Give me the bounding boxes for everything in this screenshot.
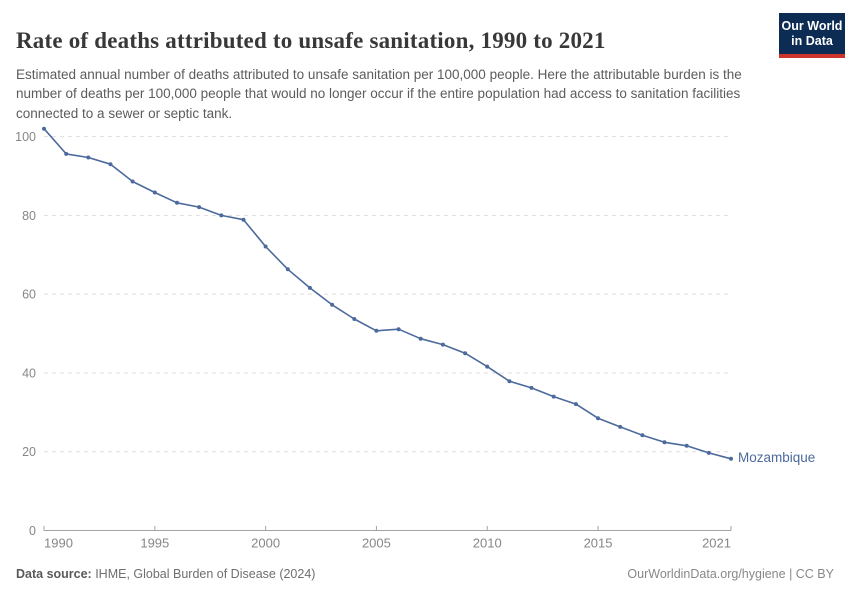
y-tick-label: 80 [22, 209, 36, 223]
owid-logo-line2: in Data [791, 33, 833, 48]
data-source-label: Data source: [16, 567, 92, 581]
entity-label: Mozambique [738, 449, 816, 465]
data-point[interactable] [529, 385, 534, 390]
data-source: Data source: IHME, Global Burden of Dise… [16, 567, 315, 581]
data-point[interactable] [152, 190, 157, 195]
data-point[interactable] [440, 342, 445, 347]
data-point[interactable] [307, 285, 312, 290]
data-point[interactable] [241, 217, 246, 222]
page-title: Rate of deaths attributed to unsafe sani… [16, 28, 606, 54]
data-line [43, 127, 732, 460]
data-point[interactable] [640, 433, 645, 438]
data-point[interactable] [64, 151, 69, 156]
data-point[interactable] [729, 456, 733, 461]
data-point[interactable] [596, 416, 600, 421]
x-tick-label: 2000 [251, 536, 280, 551]
data-point[interactable] [618, 424, 623, 429]
data-point[interactable] [507, 379, 512, 384]
data-point[interactable] [263, 244, 268, 249]
data-point[interactable] [418, 336, 423, 341]
credit-link[interactable]: OurWorldinData.org/hygiene | CC BY [627, 567, 834, 581]
data-point[interactable] [352, 317, 357, 321]
data-point[interactable] [662, 440, 667, 445]
data-point[interactable] [86, 155, 91, 160]
data-point[interactable] [197, 205, 202, 210]
x-tick-label: 1995 [140, 536, 169, 551]
data-point[interactable] [285, 267, 290, 272]
data-point[interactable] [706, 450, 711, 455]
data-point[interactable] [219, 213, 224, 218]
data-point[interactable] [175, 200, 179, 205]
data-point[interactable] [396, 327, 401, 332]
y-tick-label: 40 [22, 366, 36, 380]
y-tick-label: 60 [22, 288, 36, 302]
x-tick-label: 2015 [584, 536, 613, 551]
data-point[interactable] [573, 402, 578, 407]
y-tick-label: 0 [29, 524, 36, 538]
chart-subtitle: Estimated annual number of deaths attrib… [16, 66, 742, 121]
x-tick-label: 2005 [362, 536, 391, 551]
data-point[interactable] [374, 328, 379, 333]
owid-logo-stripe [779, 53, 845, 58]
data-point[interactable] [130, 179, 135, 184]
data-point[interactable] [108, 162, 113, 167]
owid-logo-line1: Our World [781, 19, 843, 33]
x-tick-label: 2021 [702, 536, 731, 551]
y-tick-label: 100 [15, 130, 36, 144]
data-point[interactable] [485, 364, 490, 369]
data-source-text: IHME, Global Burden of Disease (2024) [91, 567, 316, 581]
x-tick-label: 2010 [473, 536, 502, 551]
data-point[interactable] [330, 302, 335, 307]
data-point[interactable] [551, 394, 556, 399]
data-point[interactable] [684, 443, 689, 448]
data-point[interactable] [463, 351, 468, 356]
data-point[interactable] [42, 126, 46, 131]
x-tick-label: 1990 [44, 536, 73, 551]
y-tick-label: 20 [22, 445, 36, 459]
line-chart[interactable]: 0 20 40 60 80 100 1990 1995 2000 2005 2010 2015 2021 [0, 100, 850, 565]
owid-logo[interactable]: Our World in Data [779, 13, 845, 58]
